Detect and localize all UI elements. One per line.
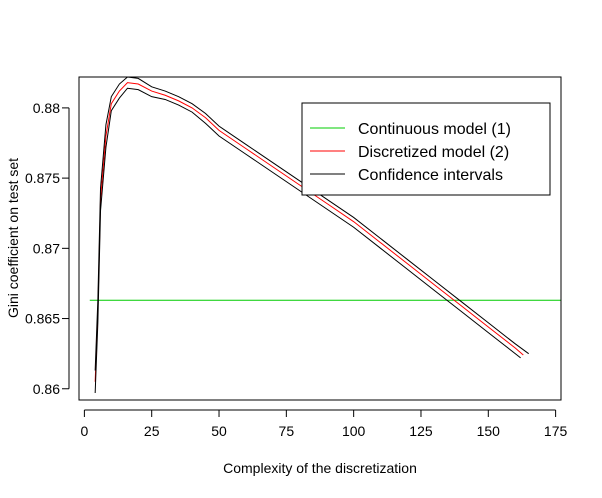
plot-frame <box>78 76 562 401</box>
x-tick-label: 25 <box>144 423 160 439</box>
legend: Continuous model (1) Discretized model (… <box>301 102 551 196</box>
x-tick-label: 0 <box>80 423 88 439</box>
x-axis: 0 25 50 75 100 125 150 175 <box>80 409 568 439</box>
y-tick-label: 0.865 <box>25 311 60 327</box>
x-tick-label: 150 <box>477 423 501 439</box>
series-layer <box>89 77 561 393</box>
y-tick-label: 0.86 <box>33 381 60 397</box>
x-tick-label: 175 <box>544 423 568 439</box>
x-axis-title: Complexity of the discretization <box>223 460 417 476</box>
x-tick-label: 125 <box>409 423 433 439</box>
y-tick-label: 0.88 <box>33 100 60 116</box>
x-tick-label: 50 <box>211 423 227 439</box>
y-axis: 0.86 0.865 0.87 0.875 0.88 <box>25 100 70 397</box>
series-line-ci-upper <box>94 77 529 371</box>
legend-label-confidence: Confidence intervals <box>358 167 503 184</box>
legend-label-continuous: Continuous model (1) <box>358 121 511 138</box>
x-tick-label: 75 <box>279 423 295 439</box>
series-line-discretized <box>94 82 524 382</box>
y-tick-label: 0.87 <box>33 240 60 256</box>
legend-box <box>301 102 551 196</box>
x-tick-label: 100 <box>342 423 366 439</box>
y-axis-title: Gini coefficient on test set <box>5 158 21 318</box>
legend-label-discretized: Discretized model (2) <box>358 144 509 161</box>
series-line-ci-lower <box>94 87 521 393</box>
y-tick-label: 0.875 <box>25 170 60 186</box>
